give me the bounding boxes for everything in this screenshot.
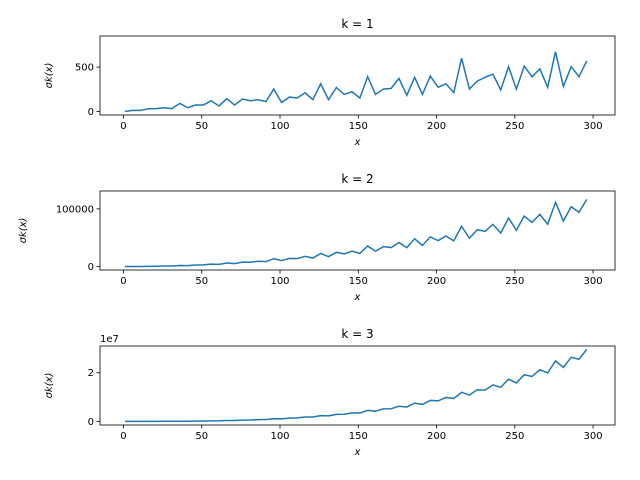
x-tick-label: 250 bbox=[505, 431, 524, 442]
x-tick-label: 50 bbox=[195, 431, 208, 442]
y-axis-label: σk(x) bbox=[18, 218, 29, 244]
x-tick-label: 0 bbox=[120, 276, 126, 287]
axes-title: k = 1 bbox=[341, 17, 373, 31]
data-line bbox=[125, 348, 588, 423]
x-tick-label: 150 bbox=[349, 431, 368, 442]
x-tick-label: 150 bbox=[349, 276, 368, 287]
x-tick-label: 50 bbox=[195, 121, 208, 132]
x-tick-label: 300 bbox=[584, 276, 603, 287]
y-tick-label: 0 bbox=[88, 417, 94, 428]
data-line bbox=[124, 51, 588, 113]
x-tick-label: 200 bbox=[427, 276, 446, 287]
axes-frame bbox=[99, 35, 616, 116]
x-tick-label: 300 bbox=[584, 431, 603, 442]
x-tick-label: 250 bbox=[505, 276, 524, 287]
y-axis-label: σk(x) bbox=[44, 63, 55, 89]
x-tick-label: 100 bbox=[270, 121, 289, 132]
x-tick-label: 50 bbox=[195, 276, 208, 287]
axes-title: k = 3 bbox=[341, 327, 373, 341]
axes-frame bbox=[99, 190, 616, 271]
y-offset-label: 1e7 bbox=[100, 334, 119, 345]
axes-frame bbox=[99, 345, 616, 426]
y-tick-label: 100000 bbox=[56, 204, 94, 215]
y-tick-label: 2 bbox=[88, 368, 94, 379]
x-tick-label: 200 bbox=[427, 431, 446, 442]
y-tick-label: 500 bbox=[75, 63, 94, 74]
y-tick-label: 0 bbox=[88, 107, 94, 118]
x-tick-label: 0 bbox=[120, 121, 126, 132]
x-axis-label: x bbox=[354, 292, 361, 303]
x-tick-label: 100 bbox=[270, 276, 289, 287]
data-line bbox=[125, 199, 588, 268]
x-tick-label: 100 bbox=[270, 431, 289, 442]
x-tick-label: 200 bbox=[427, 121, 446, 132]
y-tick-label: 0 bbox=[88, 262, 94, 273]
x-tick-label: 300 bbox=[584, 121, 603, 132]
x-tick-label: 150 bbox=[349, 121, 368, 132]
x-axis-label: x bbox=[354, 137, 361, 148]
x-tick-label: 0 bbox=[120, 431, 126, 442]
axes-title: k = 2 bbox=[341, 172, 373, 186]
x-tick-label: 250 bbox=[505, 121, 524, 132]
y-axis-label: σk(x) bbox=[44, 373, 55, 399]
x-axis-label: x bbox=[354, 447, 361, 458]
